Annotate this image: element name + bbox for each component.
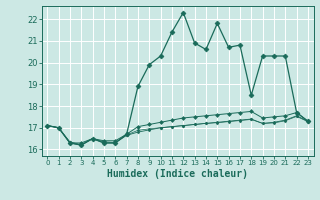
X-axis label: Humidex (Indice chaleur): Humidex (Indice chaleur) [107,169,248,179]
